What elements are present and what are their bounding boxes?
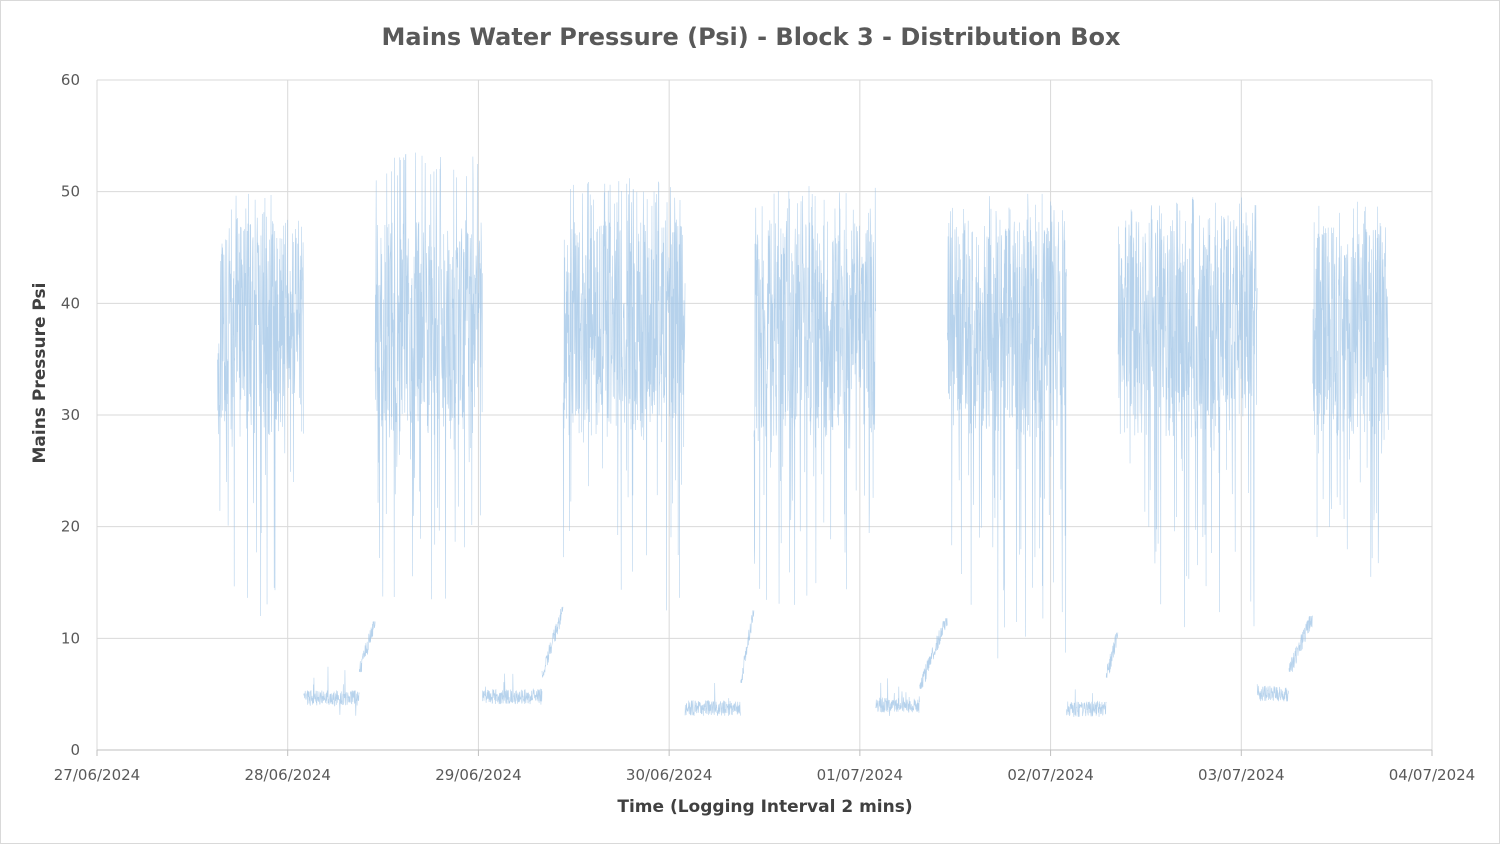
plot-area (217, 152, 1389, 717)
series-line-segment (482, 673, 543, 705)
x-tick-label: 04/07/2024 (1389, 766, 1475, 784)
chart-title: Mains Water Pressure (Psi) - Block 3 - D… (382, 23, 1121, 51)
series-line-segment (740, 610, 755, 684)
series-line-segment (541, 606, 564, 678)
series-line-segment (1105, 632, 1119, 678)
series-line-segment (875, 678, 920, 717)
series-line-segment (358, 621, 376, 673)
y-tick-label: 20 (61, 518, 80, 536)
y-tick-label: 40 (61, 294, 80, 312)
x-tick-label: 03/07/2024 (1198, 766, 1284, 784)
y-tick-label: 50 (61, 183, 80, 201)
y-tick-label: 0 (70, 741, 80, 759)
series-line-segment (1256, 684, 1290, 702)
series-line-segment (562, 178, 686, 611)
x-tick-label: 29/06/2024 (435, 766, 521, 784)
y-axis-title: Mains Pressure Psi (30, 282, 50, 463)
x-tick-label: 28/06/2024 (244, 766, 330, 784)
series-line-segment (946, 193, 1067, 659)
y-tick-label: 60 (61, 71, 80, 89)
x-axis-title: Time (Logging Interval 2 mins) (617, 797, 912, 817)
y-axis-ticks: 0 10 20 30 40 50 60 (61, 71, 80, 759)
series-line-segment (217, 193, 304, 617)
x-axis-ticks: 27/06/2024 28/06/2024 29/06/2024 30/06/2024… (54, 766, 1475, 784)
series-line-segment (1066, 689, 1107, 717)
y-tick-label: 30 (61, 406, 80, 424)
series-line-segment (919, 618, 948, 689)
x-tick-label: 01/07/2024 (817, 766, 903, 784)
x-tick-label: 30/06/2024 (626, 766, 712, 784)
series-line-segment (1312, 201, 1389, 577)
series-line-segment (303, 666, 360, 716)
series-line-segment (374, 152, 483, 600)
y-tick-label: 10 (61, 629, 80, 647)
x-tick-label: 02/07/2024 (1007, 766, 1093, 784)
x-tick-label: 27/06/2024 (54, 766, 140, 784)
series-line-segment (753, 186, 877, 605)
series-line-segment (1117, 197, 1258, 628)
series-line-segment (1288, 615, 1313, 672)
series-line-segment (684, 683, 741, 716)
